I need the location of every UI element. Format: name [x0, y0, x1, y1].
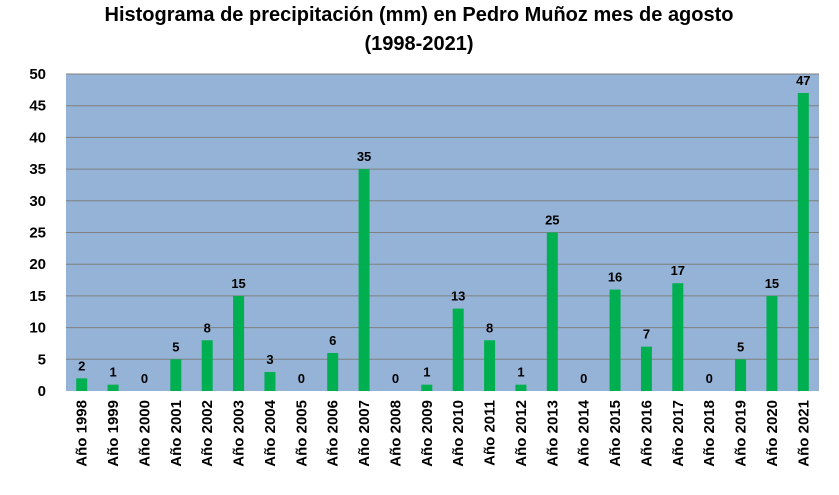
x-tick-label: Año 2012 — [513, 400, 530, 467]
x-axis-ticks: Año 1998 Año 1999 Año 2000 Año 2001 Año 2002… — [74, 399, 813, 466]
y-tick-label: 25 — [29, 225, 46, 242]
data-label: 17 — [671, 263, 685, 278]
data-label: 1 — [517, 365, 524, 380]
x-tick-label: Año 1999 — [105, 400, 122, 467]
y-tick-label: 35 — [29, 161, 46, 178]
bar — [452, 308, 464, 391]
bar — [797, 93, 809, 392]
data-label: 16 — [608, 270, 622, 285]
data-label: 5 — [172, 339, 179, 354]
x-tick-label: Año 2002 — [199, 400, 216, 467]
bar — [421, 384, 433, 391]
x-tick-label: Año 2005 — [293, 400, 310, 467]
x-tick-label: Año 2003 — [231, 400, 248, 467]
data-label: 3 — [266, 352, 273, 367]
x-tick-label: Año 2006 — [325, 400, 342, 467]
data-label: 0 — [298, 371, 305, 386]
data-label: 13 — [451, 289, 465, 304]
data-label: 25 — [545, 213, 559, 228]
x-tick-label: Año 2017 — [670, 400, 687, 467]
data-label: 6 — [329, 333, 336, 348]
bar — [640, 346, 652, 391]
x-tick-label: Año 2013 — [544, 400, 561, 467]
x-tick-label: Año 2021 — [795, 400, 812, 467]
data-label: 15 — [765, 276, 779, 291]
bar — [233, 295, 245, 391]
x-tick-label: Año 2008 — [387, 400, 404, 467]
bar — [170, 359, 182, 391]
x-tick-label: Año 2016 — [638, 400, 655, 467]
x-tick-label: Año 2007 — [356, 400, 373, 467]
x-tick-label: Año 2009 — [419, 400, 436, 467]
chart-title-line-1: Histograma de precipitación (mm) en Pedr… — [105, 4, 734, 26]
bar — [672, 283, 684, 391]
y-tick-label: 10 — [29, 320, 46, 337]
bar — [766, 295, 778, 391]
bar — [107, 384, 119, 391]
data-label: 47 — [796, 73, 810, 88]
bar — [264, 371, 276, 391]
y-tick-label: 20 — [29, 256, 46, 273]
bar — [327, 352, 339, 391]
x-tick-label: Año 2019 — [733, 400, 750, 467]
x-tick-label: Año 2001 — [168, 400, 185, 467]
x-tick-label: Año 2000 — [136, 400, 153, 467]
bar — [201, 340, 213, 391]
y-tick-label: 50 — [29, 66, 46, 83]
bar — [546, 232, 558, 391]
chart-title-line-2: (1998-2021) — [365, 33, 474, 55]
bar — [515, 384, 527, 391]
y-tick-label: 15 — [29, 288, 46, 305]
y-axis-ticks: 0 5 10 15 20 25 30 35 40 45 50 — [29, 66, 46, 400]
y-tick-label: 40 — [29, 129, 46, 146]
x-tick-label: Año 2018 — [701, 400, 718, 467]
x-tick-label: Año 2015 — [607, 400, 624, 467]
bar — [76, 378, 88, 391]
data-label: 2 — [78, 358, 85, 373]
data-label: 0 — [141, 371, 148, 386]
x-tick-label: Año 2004 — [262, 399, 279, 466]
gridlines — [66, 73, 819, 360]
data-label: 8 — [204, 320, 211, 335]
bar — [609, 289, 621, 391]
x-tick-label: Año 2011 — [482, 400, 499, 466]
data-label: 15 — [231, 276, 245, 291]
y-tick-label: 5 — [38, 351, 46, 368]
bars — [76, 93, 809, 392]
data-label: 0 — [706, 371, 713, 386]
data-label: 0 — [392, 371, 399, 386]
bar — [358, 169, 370, 391]
y-tick-label: 0 — [38, 383, 46, 400]
data-label: 35 — [357, 149, 371, 164]
x-tick-label: Año 1998 — [74, 400, 91, 467]
data-label: 1 — [109, 365, 116, 380]
data-label: 7 — [643, 327, 650, 342]
data-label: 8 — [486, 320, 493, 335]
x-tick-label: Año 2010 — [450, 400, 467, 467]
bar — [484, 340, 496, 391]
data-label: 1 — [423, 365, 430, 380]
data-labels: 2 1 0 5 8 15 3 0 6 35 0 1 13 8 1 25 0 16 7 17 0 5 15 47 — [78, 73, 810, 386]
x-tick-label: Año 2014 — [576, 399, 593, 466]
y-tick-label: 45 — [29, 98, 46, 115]
y-tick-label: 30 — [29, 193, 46, 210]
data-label: 5 — [737, 339, 744, 354]
data-label: 0 — [580, 371, 587, 386]
x-tick-label: Año 2020 — [764, 400, 781, 467]
bar — [735, 359, 747, 391]
